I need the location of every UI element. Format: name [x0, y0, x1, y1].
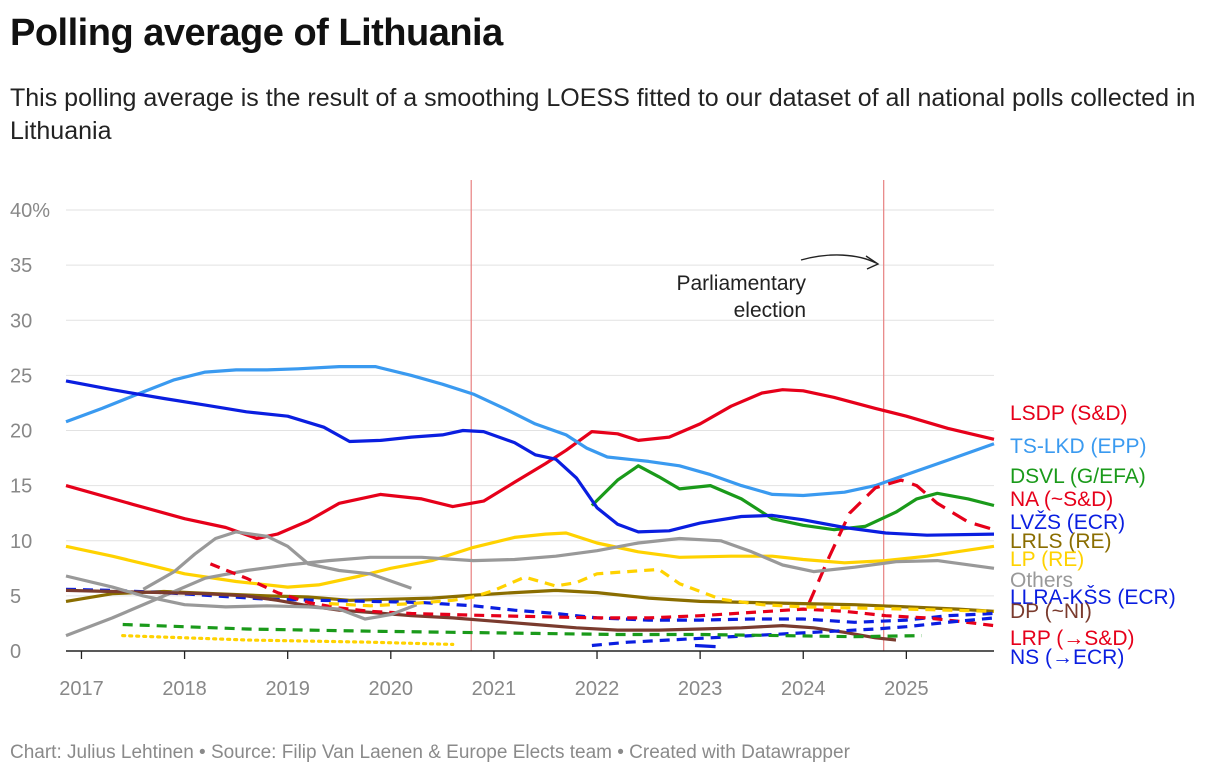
- series-label-na-s-d: NA (~S&D): [1010, 488, 1113, 511]
- series-label-ts-lkd-epp: TS-LKD (EPP): [1010, 435, 1147, 458]
- series-label-lsdp-s-d: LSDP (S&D): [1010, 402, 1127, 425]
- series-label-lrls-re: LRLS (RE): [1010, 530, 1112, 553]
- y-tick-label: 10: [10, 531, 32, 553]
- series-line-ts-lkd-epp: [65, 365, 995, 498]
- annotation-arrowhead: [865, 255, 880, 270]
- series-label-lp-re: LP (RE): [1010, 548, 1084, 571]
- y-tick-label: 15: [10, 476, 32, 498]
- x-tick-label: 2019: [265, 678, 310, 700]
- y-tick-label: 35: [10, 255, 32, 277]
- series-label-dsvl-g-efa: DSVL (G/EFA): [1010, 465, 1146, 488]
- chart-footer: Chart: Julius Lehtinen • Source: Filip V…: [10, 742, 850, 763]
- series-line-unlabeled-12: [65, 574, 418, 621]
- chart-title: Polling average of Lithuania: [10, 12, 503, 54]
- series-line-unlabeled-13: [142, 530, 412, 591]
- series-label-llra-k-s-ecr: LLRA-KŠS (ECR): [1010, 586, 1176, 609]
- series-label-lrp-s-d: LRP (→S&D): [1010, 627, 1134, 650]
- y-tick-label: 0: [10, 641, 21, 663]
- series-line-dp-ni: [65, 588, 897, 642]
- x-tick-label: 2021: [472, 678, 517, 700]
- series-label-lv-s-ecr: LVŽS (ECR): [1010, 511, 1125, 534]
- series-line-ns-ecr: [591, 616, 995, 648]
- series-line-lsdp-s-d: [65, 388, 995, 541]
- x-tick-label: 2018: [162, 678, 207, 700]
- series-line-unlabeled-14: [328, 567, 995, 613]
- election-annotation: Parliamentary election: [676, 254, 880, 322]
- x-tick-label: 2017: [59, 678, 104, 700]
- series-line-unlabeled-15: [121, 634, 455, 646]
- y-tick-label: 40%: [10, 200, 50, 222]
- y-tick-label: 30: [10, 310, 32, 332]
- grid-lines: 0 5 10 15 20 25 30 35 40%: [10, 200, 994, 663]
- annotation-arrow: [800, 254, 877, 264]
- series-line-unlabeled-17: [694, 643, 716, 649]
- series-label-ns-ecr: NS (→ECR): [1010, 646, 1124, 669]
- series-label-others: Others: [1010, 569, 1073, 592]
- chart-subtitle: This polling average is the result of a …: [10, 84, 1196, 145]
- series-line-llra-k-s-ecr: [65, 587, 995, 624]
- series-lines: [65, 365, 995, 649]
- series-line-lrp-s-d: [209, 562, 995, 628]
- series-line-unlabeled-16: [122, 622, 922, 639]
- x-tick-label: 2024: [781, 678, 826, 700]
- series-line-dsvl-g-efa: [590, 464, 995, 532]
- annotation-text: election: [734, 299, 806, 322]
- x-tick-label: 2023: [678, 678, 723, 700]
- y-tick-label: 20: [10, 421, 32, 443]
- series-labels: LSDP (S&D) TS-LKD (EPP) DSVL (G/EFA)NA (~S…: [1010, 402, 1176, 669]
- x-tick-label: 2022: [575, 678, 620, 700]
- annotation-text: Parliamentary: [676, 272, 806, 295]
- event-markers: [470, 180, 885, 651]
- y-tick-label: 25: [10, 365, 32, 387]
- x-tick-label: 2020: [369, 678, 414, 700]
- axis: 2017 2018 2019 2020 2021 2022 2023 2024 2025: [59, 650, 994, 700]
- series-line-lp-re: [65, 531, 995, 589]
- series-line-na-s-d: [806, 478, 995, 606]
- series-line-lv-s-ecr: [65, 379, 995, 537]
- series-label-dp-ni: DP (~NI): [1010, 600, 1092, 623]
- x-tick-label: 2025: [884, 678, 929, 700]
- y-tick-label: 5: [10, 586, 21, 608]
